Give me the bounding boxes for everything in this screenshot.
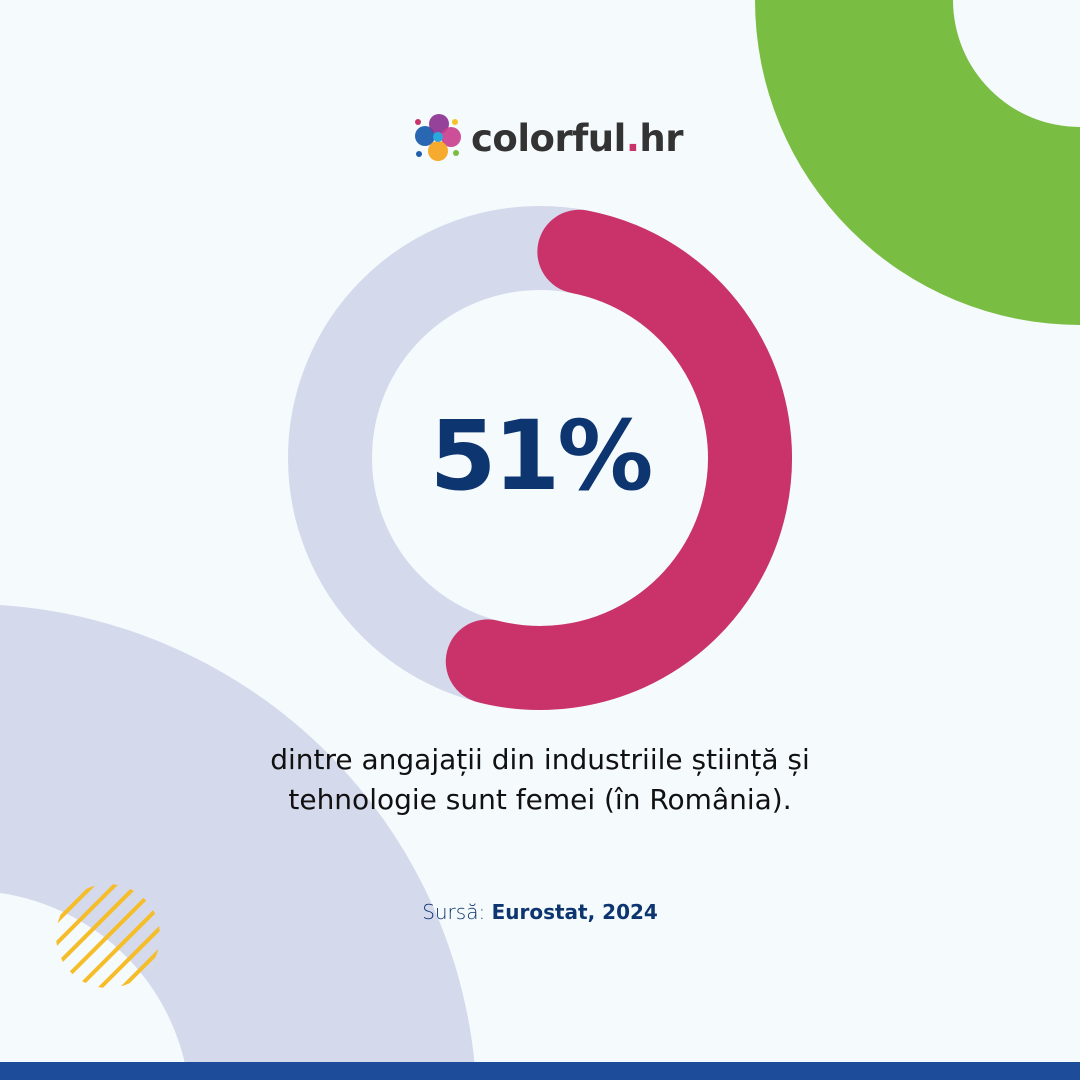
stripe-line: [59, 887, 160, 988]
bottom-bar: [0, 1062, 1080, 1080]
stripe-line: [56, 884, 157, 985]
source-value: Eurostat, 2024: [491, 900, 658, 924]
stripe-line: [56, 884, 160, 988]
caption-line-2: tehnologie sunt femei (în România).: [288, 783, 792, 816]
logo-wordmark: colorful.hr: [471, 116, 683, 160]
caption-line-1: dintre angajații din industriile știință…: [270, 743, 810, 776]
green-arc-decoration: [755, 0, 1080, 325]
stripe-line: [56, 884, 160, 988]
stripe-line: [56, 884, 160, 988]
donut-value-arc: [445, 209, 792, 710]
stripe-line: [56, 884, 160, 988]
caption: dintre angajații din industriile știință…: [140, 740, 940, 820]
source-label: Sursă:: [422, 900, 486, 924]
stripe-line: [56, 884, 160, 988]
lavender-arc-decoration: [0, 605, 476, 1080]
source-citation: Sursă: Eurostat, 2024: [340, 900, 740, 924]
brand-logo: colorful.hr: [413, 112, 683, 164]
logo-bubbles-icon: [415, 114, 461, 161]
percentage-value: 51%: [429, 400, 654, 512]
